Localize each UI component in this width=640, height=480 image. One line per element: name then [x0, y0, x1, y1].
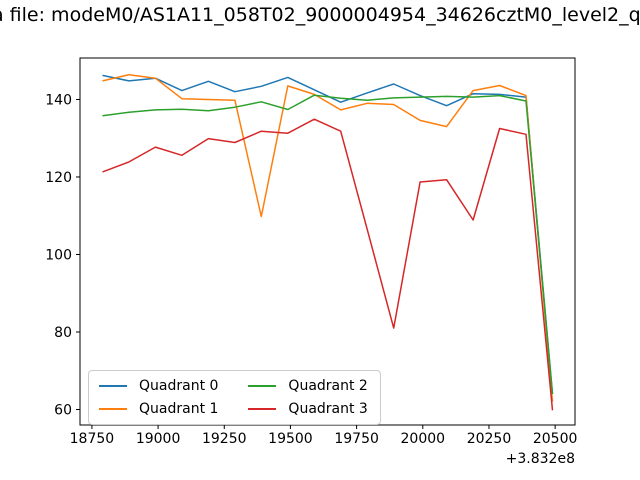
legend-label: Quadrant 0 — [139, 378, 219, 394]
chart-title: a file: modeM0/AS1A11_058T02_9000004954_… — [0, 4, 640, 26]
legend-line-swatch — [248, 408, 277, 410]
x-tick-label: 19500 — [268, 431, 313, 447]
series-line-quadrant-3 — [102, 118, 554, 411]
legend-label: Quadrant 2 — [288, 378, 368, 394]
legend-line-swatch — [99, 408, 127, 410]
series-line-quadrant-0 — [102, 74, 554, 395]
legend-column: Quadrant 0 Quadrant 1 — [99, 378, 218, 417]
x-tick-label: 19000 — [136, 431, 181, 447]
y-tick-label: 80 — [54, 325, 72, 341]
x-tick-label: 19250 — [202, 431, 247, 447]
series-line-quadrant-2 — [102, 94, 554, 395]
legend-line-swatch — [248, 385, 277, 387]
legend-line-swatch — [99, 385, 127, 387]
y-tick-label: 120 — [45, 170, 72, 186]
x-tick-label: 20000 — [401, 431, 446, 447]
x-tick-label: 19750 — [334, 431, 379, 447]
axes-frame — [79, 57, 576, 426]
series-line-quadrant-1 — [102, 73, 554, 402]
x-tick-label: 20500 — [533, 431, 578, 447]
x-axis-offset-label: +3.832e8 — [506, 451, 575, 467]
legend-item-quadrant-1: Quadrant 1 — [99, 401, 218, 417]
x-tick-label: 18750 — [70, 431, 115, 447]
y-tick-label: 100 — [45, 247, 72, 263]
legend-label: Quadrant 1 — [139, 401, 219, 417]
legend-label: Quadrant 3 — [288, 401, 368, 417]
legend-item-quadrant-2: Quadrant 2 — [248, 378, 368, 394]
y-tick-label: 140 — [45, 92, 72, 108]
legend-item-quadrant-3: Quadrant 3 — [248, 401, 368, 417]
legend-item-quadrant-0: Quadrant 0 — [99, 378, 218, 394]
x-tick-label: 20250 — [467, 431, 512, 447]
y-tick-label: 60 — [54, 402, 72, 418]
legend-column: Quadrant 2 Quadrant 3 — [248, 378, 368, 417]
chart-legend: Quadrant 0 Quadrant 1 Quadrant 2 Quadran… — [88, 370, 381, 425]
